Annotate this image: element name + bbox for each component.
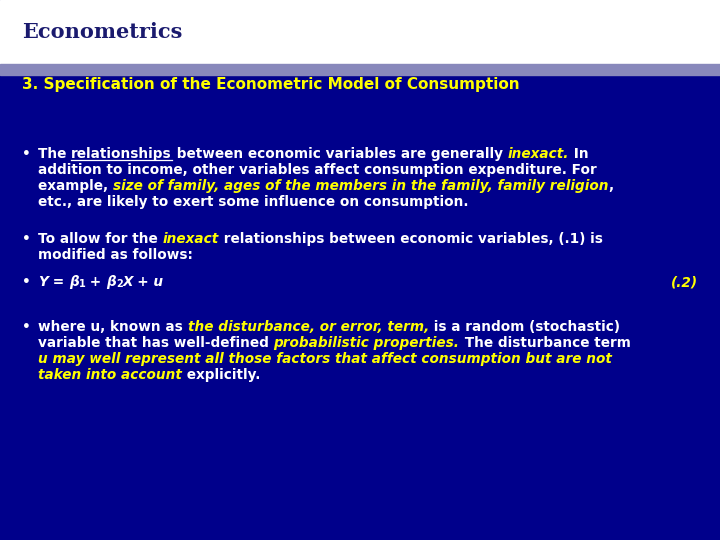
Text: X + u: X + u: [122, 275, 163, 289]
Text: where u, known as: where u, known as: [38, 320, 187, 334]
Text: =: =: [48, 275, 68, 289]
Text: etc., are likely to exert some influence on consumption.: etc., are likely to exert some influence…: [38, 195, 469, 209]
Text: Y: Y: [38, 275, 48, 289]
Text: •: •: [22, 232, 31, 246]
Text: variable that has well-defined: variable that has well-defined: [38, 336, 274, 350]
Text: In: In: [569, 147, 588, 161]
Text: modified as follows:: modified as follows:: [38, 248, 193, 262]
Text: u may well represent all those factors that affect consumption but are not: u may well represent all those factors t…: [38, 352, 612, 366]
Text: To allow for the: To allow for the: [38, 232, 163, 246]
Text: probabilistic properties.: probabilistic properties.: [274, 336, 459, 350]
Text: β: β: [106, 275, 116, 289]
Text: ,: ,: [608, 179, 613, 193]
Text: inexact: inexact: [163, 232, 219, 246]
Text: 1: 1: [78, 279, 85, 289]
Text: inexact.: inexact.: [508, 147, 569, 161]
Text: •: •: [22, 147, 31, 161]
Text: explicitly.: explicitly.: [182, 368, 260, 382]
Text: •: •: [22, 320, 31, 334]
Text: •: •: [22, 275, 31, 289]
Text: the disturbance, or error, term,: the disturbance, or error, term,: [187, 320, 428, 334]
Text: 3. Specification of the Econometric Model of Consumption: 3. Specification of the Econometric Mode…: [22, 77, 520, 92]
Text: addition to income, other variables affect consumption expenditure. For: addition to income, other variables affe…: [38, 163, 597, 177]
Text: size of family, ages of the members in the family, family religion: size of family, ages of the members in t…: [113, 179, 608, 193]
Text: between economic variables are generally: between economic variables are generally: [172, 147, 508, 161]
Text: 2: 2: [116, 279, 122, 289]
Bar: [0, 64, 720, 75]
Text: relationships: relationships: [71, 147, 172, 161]
Text: (.2): (.2): [671, 275, 698, 289]
Text: example,: example,: [38, 179, 113, 193]
Text: The disturbance term: The disturbance term: [459, 336, 631, 350]
Text: is a random (stochastic): is a random (stochastic): [428, 320, 620, 334]
Bar: [0, 0, 720, 64]
Text: relationships between economic variables, (.1) is: relationships between economic variables…: [219, 232, 603, 246]
Text: Econometrics: Econometrics: [22, 22, 182, 42]
Text: The: The: [38, 147, 71, 161]
Text: +: +: [85, 275, 106, 289]
Text: taken into account: taken into account: [38, 368, 182, 382]
Text: β: β: [68, 275, 78, 289]
